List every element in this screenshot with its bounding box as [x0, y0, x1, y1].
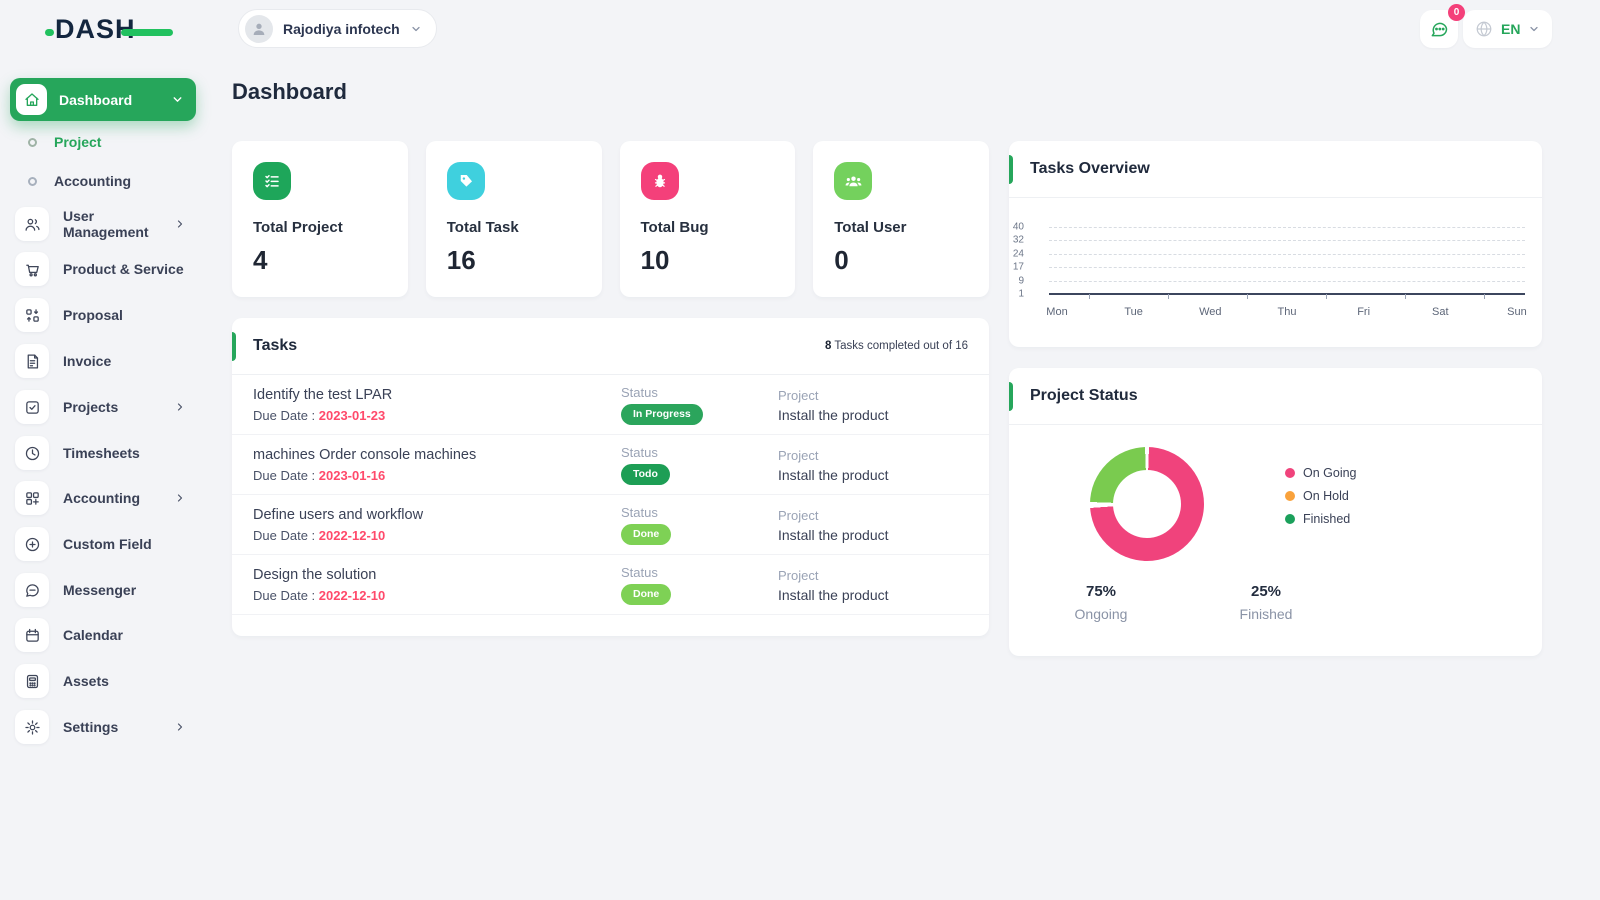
messages-count-badge: 0 [1448, 4, 1465, 21]
stat-cards-row: Total Project 4 Total Task 16 Total Bug … [232, 141, 989, 297]
finished-percent: 25% Finished [1239, 583, 1293, 622]
x-axis-labels: Mon Tue Wed Thu Fri Sat Sun [1046, 306, 1527, 318]
task-row: Define users and workflow Due Date : 202… [232, 495, 989, 555]
project-status-donut-chart [1090, 447, 1204, 561]
chat-icon [1431, 22, 1448, 37]
chevron-down-icon [410, 23, 422, 35]
tasks-overview-card: Tasks Overview 40 32 24 17 9 1 Mon Tue Wed… [1009, 141, 1542, 347]
invoice-icon [15, 344, 49, 378]
accent-bar [232, 332, 236, 361]
stat-card-total-project: Total Project 4 [232, 141, 408, 297]
status-badge: Done [621, 524, 672, 545]
legend-dot [1285, 514, 1295, 524]
donut-legend: On Going On Hold Finished [1285, 466, 1357, 526]
legend-item: On Hold [1285, 489, 1357, 503]
chevron-down-icon [171, 93, 184, 106]
logo-dot-accent [45, 29, 54, 36]
legend-item: On Going [1285, 466, 1357, 480]
globe-icon [1476, 21, 1492, 37]
stat-card-total-task: Total Task 16 [425, 141, 602, 297]
legend-dot [1285, 468, 1295, 478]
ongoing-percent: 75% Ongoing [1074, 583, 1128, 622]
legend-item: Finished [1285, 512, 1357, 526]
sidebar-item-projects[interactable]: Projects [15, 389, 196, 425]
messages-button[interactable]: 0 [1420, 4, 1465, 48]
logo-dash-accent [121, 29, 173, 36]
sidebar-item-proposal[interactable]: Proposal [15, 297, 196, 333]
tasks-card-header: Tasks 8 Tasks completed out of 16 [232, 318, 989, 375]
tasks-card: Tasks 8 Tasks completed out of 16 Identi… [232, 318, 989, 636]
clock-icon [15, 436, 49, 470]
sidebar-item-timesheets[interactable]: Timesheets [15, 435, 196, 471]
task-row: Identify the test LPAR Due Date : 2023-0… [232, 375, 989, 435]
status-badge: In Progress [621, 404, 703, 425]
project-status-card: Project Status On Going On Hold Finished… [1009, 368, 1542, 656]
chevron-down-icon [1528, 23, 1540, 35]
accent-bar [1009, 155, 1013, 184]
sidebar-item-accounting[interactable]: Accounting [15, 480, 196, 516]
bullet-ring-icon [28, 176, 37, 186]
cart-icon [15, 252, 49, 286]
sidebar-item-custom-field[interactable]: Custom Field [15, 526, 196, 562]
checklist-icon [253, 162, 291, 200]
plus-circle-icon [15, 527, 49, 561]
chevron-right-icon [174, 401, 186, 413]
workspace-selector[interactable]: Rajodiya infotech [238, 9, 437, 48]
project-status-header: Project Status [1009, 368, 1542, 425]
stat-card-total-bug: Total Bug 10 [619, 141, 796, 297]
sidebar-subitem-accounting[interactable]: Accounting [10, 170, 131, 192]
chevron-right-icon [174, 218, 186, 230]
page-title: Dashboard [232, 79, 347, 104]
language-code: EN [1501, 21, 1521, 37]
users-group-icon [834, 162, 873, 200]
calendar-icon [15, 618, 49, 652]
status-badge: Done [621, 584, 672, 605]
sidebar-item-product-service[interactable]: Product & Service [15, 251, 196, 287]
calculator-icon [15, 664, 49, 698]
tag-icon [446, 162, 485, 200]
sidebar-item-user-management[interactable]: User Management [15, 206, 196, 242]
accent-bar [1009, 382, 1013, 411]
chart-series-line [1049, 293, 1525, 295]
tasks-overview-chart: 40 32 24 17 9 1 [1013, 222, 1525, 300]
language-selector[interactable]: EN [1463, 10, 1553, 48]
tasks-overview-header: Tasks Overview [1009, 141, 1542, 198]
sidebar-item-assets[interactable]: Assets [15, 663, 196, 699]
gear-icon [15, 710, 49, 744]
bullet-ring-icon [28, 137, 37, 147]
sidebar-item-invoice[interactable]: Invoice [15, 343, 196, 379]
sidebar-item-dashboard[interactable]: Dashboard [10, 78, 196, 121]
grid-icon [15, 481, 49, 515]
message-icon [15, 573, 49, 607]
chevron-right-icon [174, 721, 186, 733]
sidebar-item-settings[interactable]: Settings [15, 709, 196, 745]
company-avatar [245, 14, 273, 43]
app-logo[interactable]: DASH [45, 14, 173, 50]
home-icon [16, 84, 47, 115]
task-row: machines Order console machines Due Date… [232, 435, 989, 495]
users-icon [15, 207, 49, 241]
workspace-name: Rajodiya infotech [283, 20, 400, 37]
person-icon [253, 23, 265, 35]
sidebar-subitem-project[interactable]: Project [10, 131, 101, 153]
check-square-icon [15, 390, 49, 424]
task-row: Design the solution Due Date : 2022-12-1… [232, 555, 989, 615]
sidebar-item-label: Dashboard [59, 91, 133, 108]
bug-icon [640, 162, 679, 200]
stat-card-total-user: Total User 0 [813, 141, 989, 297]
legend-dot [1285, 491, 1295, 501]
chevron-right-icon [174, 492, 186, 504]
status-badge: Todo [621, 464, 670, 485]
sidebar-item-messenger[interactable]: Messenger [15, 572, 196, 608]
sidebar-item-calendar[interactable]: Calendar [15, 617, 196, 653]
proposal-icon [15, 298, 49, 332]
tasks-summary: 8 Tasks completed out of 16 [825, 340, 968, 352]
